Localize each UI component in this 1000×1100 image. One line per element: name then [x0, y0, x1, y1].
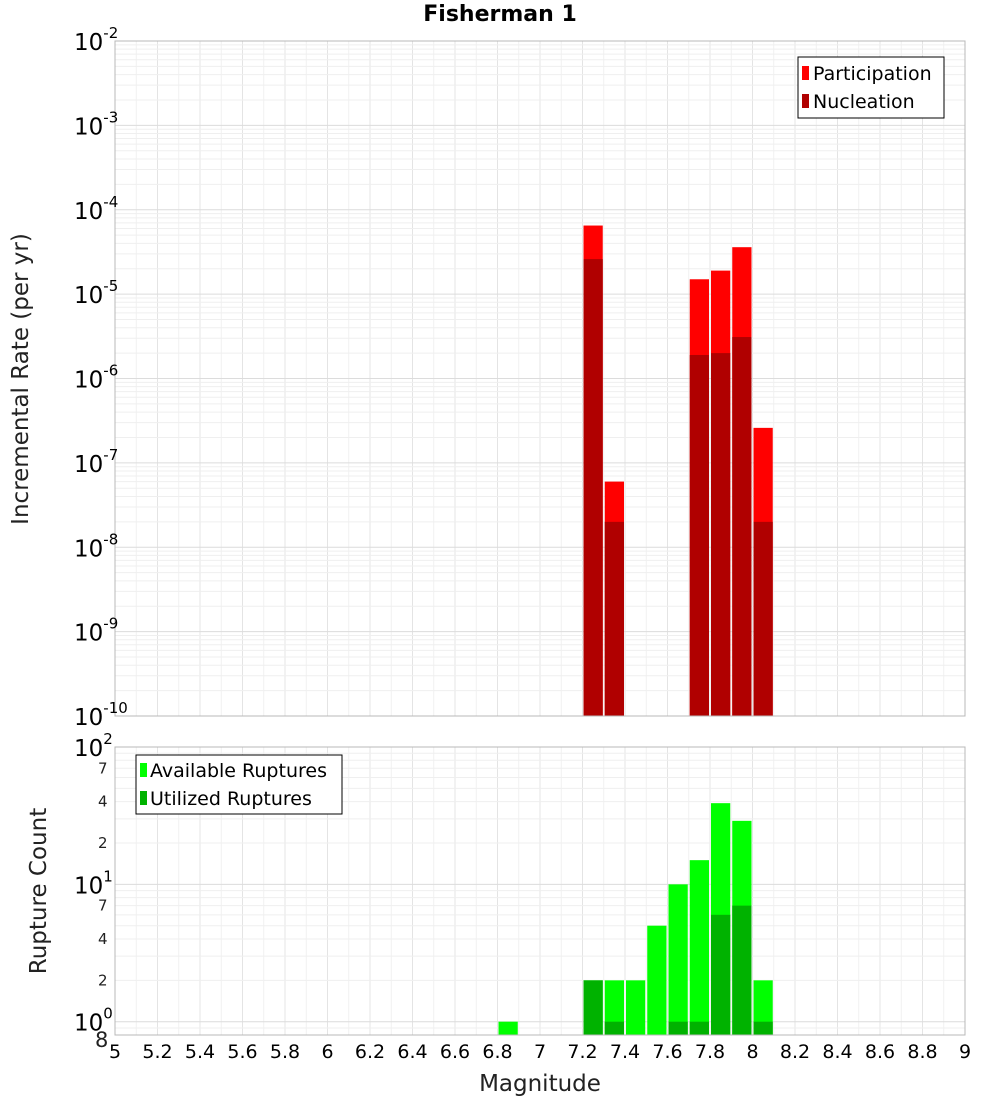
- bottom-y-tick-label: 100: [74, 1005, 113, 1037]
- available-ruptures-bar-0-3: [626, 980, 646, 1035]
- top-y-tick-label: 10-4: [74, 193, 118, 225]
- legend-label-nucleation: Nucleation: [813, 91, 915, 113]
- x-tick-label: 8.6: [865, 1041, 895, 1063]
- top-y-tick-label: 10-6: [74, 362, 118, 394]
- utilized-ruptures-bar-1-0: [583, 980, 603, 1035]
- nucleation-bar-1-1: [604, 521, 624, 716]
- x-tick-labels: 5 5.2 5.4 5.6 5.8 6 6.2 6.4 6.6 6.8 7 7.2 7.4 7.6 7.8 8…: [109, 1041, 971, 1063]
- nucleation-bar-1-2: [689, 354, 709, 716]
- x-tick-label: 6.6: [440, 1041, 470, 1063]
- top-plot-frame: [114, 40, 966, 717]
- bottom-y-minor-tick-label: 4: [98, 930, 108, 948]
- x-tick-label: 7.8: [695, 1041, 725, 1063]
- x-tick-label: 6.4: [397, 1041, 427, 1063]
- available-ruptures-bar-0-2: [604, 980, 624, 1035]
- x-tick-label: 7.4: [610, 1041, 640, 1063]
- utilized-ruptures-bar-1-2: [668, 1021, 688, 1035]
- top-y-tick-label: 10-9: [74, 615, 118, 647]
- top-y-tick-labels: 10-10 10-9 10-8 10-7 10-6 10-5 10-4 10-3 10-2: [74, 24, 128, 731]
- x-tick-label: 8.2: [780, 1041, 810, 1063]
- utilized-ruptures-bar-1-5: [732, 905, 752, 1035]
- bottom-y-minor-tick-label: 7: [98, 897, 108, 915]
- nucleation-bar-1-3: [711, 353, 731, 716]
- utilized-ruptures-bar-1-1: [604, 1021, 624, 1035]
- bottom-bars: [498, 803, 773, 1035]
- x-tick-label: 7.2: [567, 1041, 597, 1063]
- x-tick-label: 5.2: [142, 1041, 172, 1063]
- top-bars: [583, 225, 773, 716]
- bottom-y-tick-label: 101: [74, 867, 113, 899]
- nucleation-bar-1-4: [732, 337, 752, 716]
- legend-swatch-utilized-ruptures: [140, 791, 147, 805]
- bottom-y-minor-tick-label: 8: [95, 1028, 108, 1052]
- available-ruptures-bar-0-0: [498, 1021, 518, 1035]
- bottom-y-minor-tick-label: 2: [98, 834, 108, 852]
- chart-title: Fisherman 1: [423, 2, 577, 27]
- legend-label-utilized-ruptures: Utilized Ruptures: [150, 788, 312, 810]
- top-y-tick-label: 10-3: [74, 108, 118, 140]
- available-ruptures-bar-0-9: [753, 980, 773, 1035]
- x-tick-label: 6.8: [482, 1041, 512, 1063]
- x-tick-label: 9: [959, 1041, 971, 1063]
- top-y-tick-label: 10-10: [74, 699, 128, 731]
- bottom-legend: Available Ruptures Utilized Ruptures: [135, 754, 343, 815]
- utilized-ruptures-bar-1-6: [753, 1021, 773, 1035]
- bottom-y-minor-tick-label: 2: [98, 971, 108, 989]
- top-legend-box: [797, 56, 945, 119]
- top-y-tick-label: 10-7: [74, 446, 118, 478]
- x-tick-label: 8.8: [907, 1041, 937, 1063]
- top-y-tick-label: 10-2: [74, 24, 118, 56]
- legend-label-available-ruptures: Available Ruptures: [150, 760, 327, 782]
- x-tick-label: 6: [321, 1041, 333, 1063]
- x-tick-label: 7: [534, 1041, 546, 1063]
- available-ruptures-bar-0-4: [647, 925, 667, 1035]
- available-ruptures-bar-0-5: [668, 884, 688, 1035]
- bottom-legend-box: [135, 754, 343, 815]
- x-tick-label: 5.6: [227, 1041, 257, 1063]
- x-tick-label: 8: [746, 1041, 758, 1063]
- top-y-tick-label: 10-8: [74, 530, 118, 562]
- x-tick-label: 8.4: [822, 1041, 852, 1063]
- available-ruptures-bar-0-6: [689, 860, 709, 1035]
- legend-swatch-participation: [802, 66, 809, 80]
- bottom-y-axis-label: Rupture Count: [26, 808, 52, 974]
- legend-swatch-available-ruptures: [140, 763, 147, 777]
- bottom-y-tick-label: 102: [74, 730, 113, 762]
- bottom-y-minor-tick-label: 7: [98, 759, 108, 777]
- x-tick-label: 5.4: [185, 1041, 215, 1063]
- legend-swatch-nucleation: [802, 94, 809, 108]
- top-grid: [114, 41, 966, 717]
- top-y-tick-label: 10-5: [74, 277, 118, 309]
- nucleation-bar-1-0: [583, 259, 603, 716]
- x-tick-label: 5.8: [270, 1041, 300, 1063]
- top-legend: Participation Nucleation: [797, 56, 945, 119]
- top-y-axis-label: Incremental Rate (per yr): [8, 233, 34, 525]
- x-tick-label: 7.6: [652, 1041, 682, 1063]
- nucleation-bar-1-5: [753, 521, 773, 716]
- utilized-ruptures-bar-1-4: [711, 914, 731, 1035]
- x-tick-label: 5: [109, 1041, 121, 1063]
- x-tick-label: 6.2: [355, 1041, 385, 1063]
- bottom-plot-frame: [114, 746, 966, 1036]
- utilized-ruptures-bar-1-3: [689, 1021, 709, 1035]
- legend-label-participation: Participation: [813, 63, 932, 85]
- x-axis-label: Magnitude: [479, 1071, 601, 1097]
- bottom-y-minor-tick-label: 4: [98, 793, 108, 811]
